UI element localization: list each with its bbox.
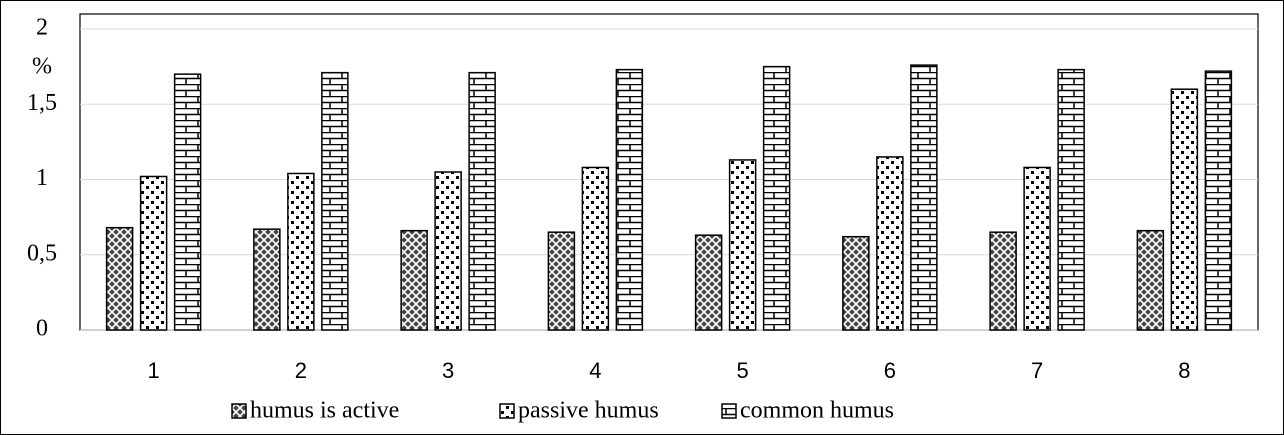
bar bbox=[321, 71, 349, 331]
y-tick-label: 0 bbox=[36, 316, 48, 342]
bar bbox=[728, 159, 757, 331]
bar bbox=[910, 64, 938, 331]
x-tick-label: 7 bbox=[1031, 358, 1043, 383]
x-tick-label: 5 bbox=[737, 358, 749, 383]
y-axis-label: % bbox=[32, 54, 52, 80]
bar bbox=[1057, 68, 1085, 331]
bar bbox=[694, 234, 723, 331]
bar bbox=[547, 231, 576, 331]
bar bbox=[842, 235, 870, 331]
bar bbox=[434, 171, 462, 331]
x-tick-label: 4 bbox=[589, 358, 601, 383]
x-tick-label: 2 bbox=[295, 358, 307, 383]
bar bbox=[139, 175, 168, 331]
bar bbox=[1170, 88, 1199, 331]
y-tick-label: 0,5 bbox=[27, 240, 57, 266]
legend-swatch bbox=[499, 403, 515, 419]
legend-label: humus is active bbox=[250, 398, 399, 424]
y-tick-label: 1,5 bbox=[27, 90, 57, 116]
x-tick-label: 6 bbox=[884, 358, 896, 383]
y-tick-label: 1 bbox=[36, 165, 48, 191]
bar bbox=[876, 156, 904, 331]
bar bbox=[468, 71, 496, 331]
bar bbox=[400, 229, 428, 331]
bar bbox=[253, 228, 281, 331]
bar bbox=[173, 73, 202, 331]
bar bbox=[615, 68, 644, 331]
legend-label: passive humus bbox=[518, 398, 659, 424]
bar bbox=[1204, 70, 1233, 331]
x-tick-label: 8 bbox=[1178, 358, 1190, 383]
x-tick-label: 3 bbox=[442, 358, 454, 383]
bar bbox=[989, 231, 1017, 331]
legend-label: common humus bbox=[740, 398, 894, 424]
bar bbox=[762, 65, 791, 331]
bar bbox=[1136, 229, 1165, 331]
bar bbox=[287, 172, 315, 331]
x-tick-label: 1 bbox=[148, 358, 160, 383]
y-tick-label: 2 bbox=[36, 15, 48, 41]
legend-swatch bbox=[721, 403, 737, 419]
bar bbox=[581, 166, 610, 331]
bar bbox=[105, 226, 134, 331]
legend-swatch bbox=[231, 403, 247, 419]
bar bbox=[1023, 166, 1051, 331]
